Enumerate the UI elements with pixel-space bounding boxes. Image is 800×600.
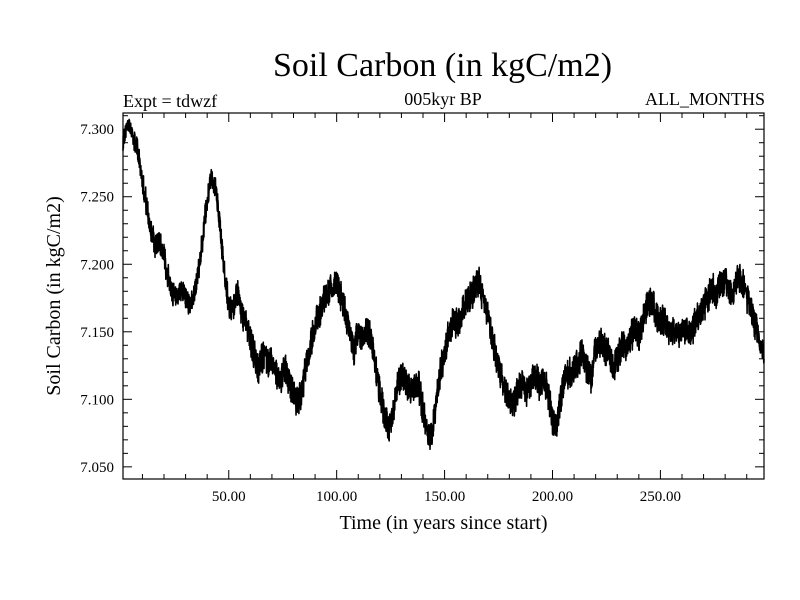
series-line-soil-carbon [122, 118, 765, 451]
y-tick-label: 7.100 [80, 392, 114, 408]
experiment-label: Expt = tdwzf [123, 91, 218, 111]
y-tick-label: 7.150 [80, 325, 114, 341]
x-tick-label: 50.00 [212, 489, 246, 505]
y-tick-label: 7.200 [80, 257, 114, 273]
plot-frame [122, 112, 765, 480]
y-axis-label: Soil Carbon (in kgC/m2) [43, 196, 65, 395]
y-tick-label: 7.250 [80, 190, 114, 206]
chart-title: Soil Carbon (in kgC/m2) [272, 47, 613, 84]
x-tick-label: 100.00 [316, 489, 357, 505]
series-layer [122, 118, 765, 451]
x-tick-label: 200.00 [532, 489, 573, 505]
period-label: 005kyr BP [404, 89, 482, 109]
y-tick-label: 7.050 [80, 460, 114, 476]
x-axis-label: Time (in years since start) [339, 512, 547, 534]
x-tick-label: 150.00 [424, 489, 465, 505]
axis-ticks [123, 113, 764, 479]
tick-labels: 50.00 100.00 150.00 200.00 250.00 7.050 7.100 7… [80, 122, 681, 505]
y-tick-label: 7.300 [80, 122, 114, 138]
x-tick-label: 250.00 [640, 489, 681, 505]
months-label: ALL_MONTHS [645, 89, 765, 109]
